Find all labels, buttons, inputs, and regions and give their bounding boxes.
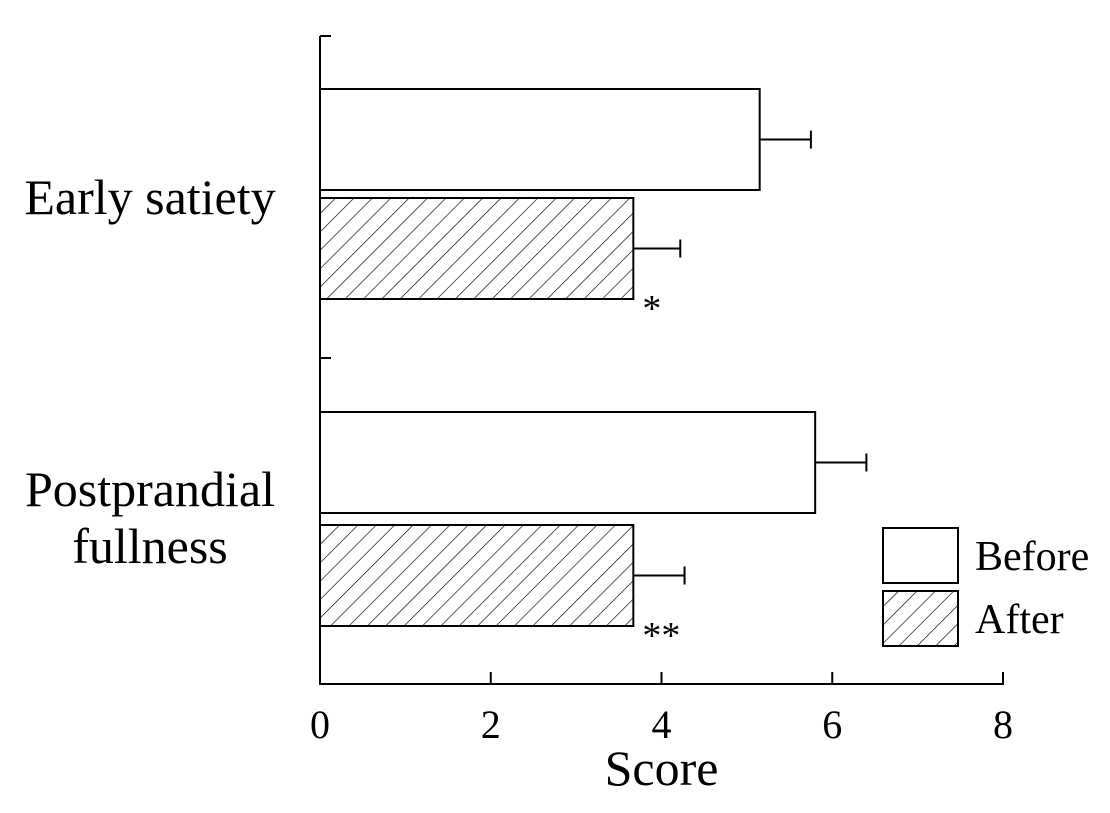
legend: Before After: [882, 527, 1089, 647]
category-label: fullness: [72, 518, 228, 574]
bars-layer: [319, 88, 868, 627]
bar: [319, 411, 817, 514]
x-tick-label: 2: [481, 702, 501, 747]
legend-swatch: [882, 527, 959, 584]
significance-mark: **: [642, 615, 680, 657]
bar: [319, 524, 635, 627]
significance-mark: *: [642, 288, 661, 330]
x-tick-label: 4: [652, 702, 672, 747]
x-tick-label: 6: [822, 702, 842, 747]
legend-label: After: [975, 597, 1064, 643]
x-tick-label: 8: [993, 702, 1013, 747]
bar: [319, 197, 635, 300]
legend-swatch: [882, 590, 959, 647]
axes-layer: [319, 35, 1004, 685]
x-axis-title: Score: [605, 740, 719, 796]
category-label: Postprandial: [25, 461, 275, 517]
x-tick-label: 0: [310, 702, 330, 747]
category-label: Early satiety: [24, 169, 275, 225]
legend-label: Before: [975, 534, 1089, 580]
bar: [319, 88, 761, 191]
